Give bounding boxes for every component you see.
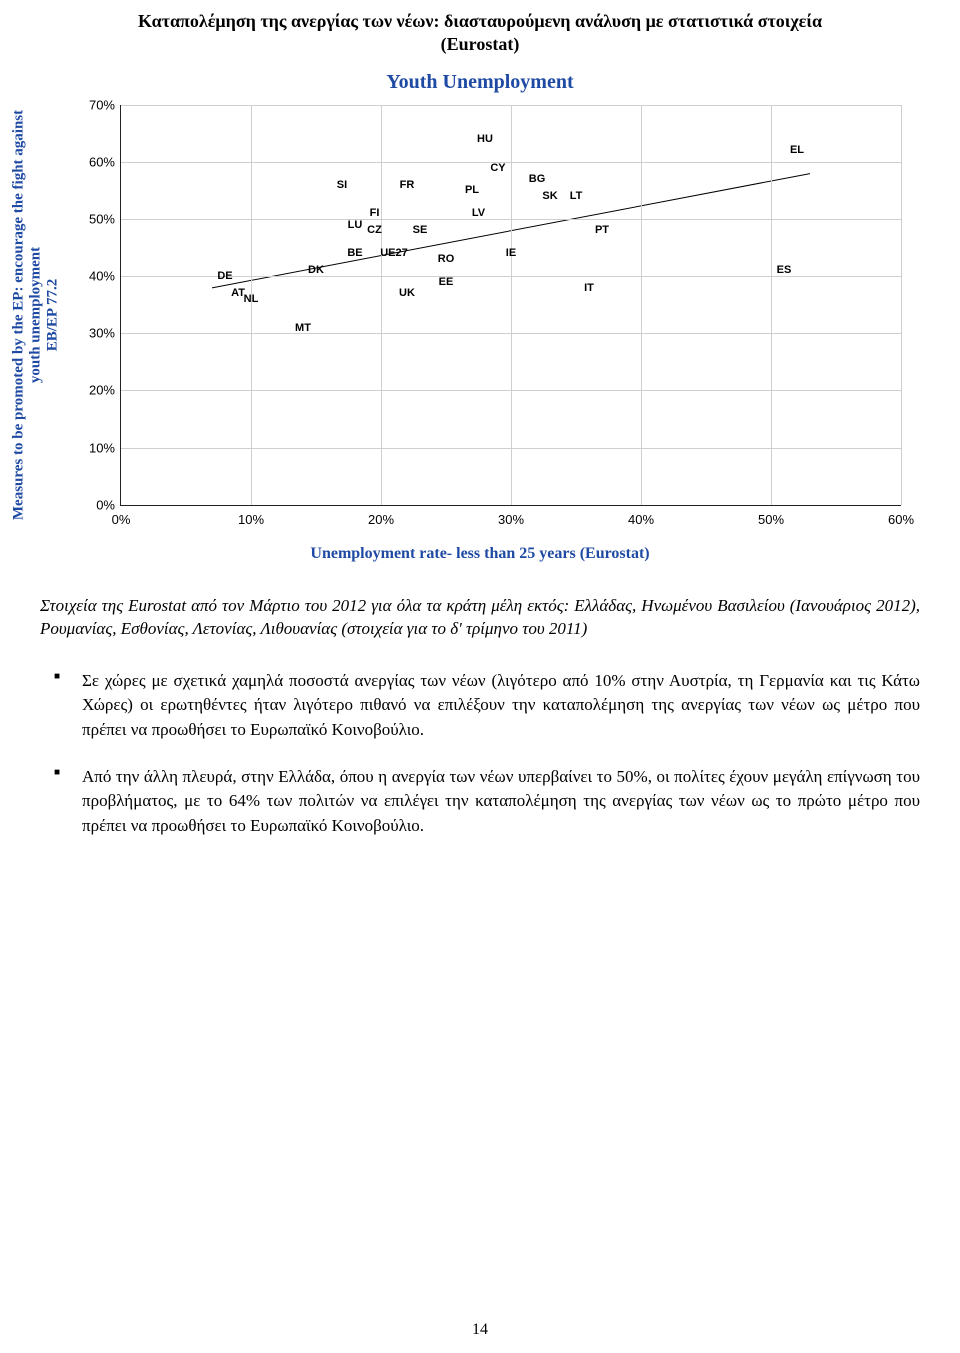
page-number: 14 [0,1321,960,1339]
x-tick-label: 0% [96,512,146,527]
y-tick-label: 0% [71,497,115,512]
bullet-item-1: Σε χώρες με σχετικά χαμηλά ποσοστά ανεργ… [40,669,920,743]
x-tick-label: 50% [746,512,796,527]
plot-area: 0%10%20%30%40%50%60%70%0%10%20%30%40%50%… [120,105,901,506]
gridline-v [901,105,902,505]
y-tick-label: 40% [71,269,115,284]
x-tick-label: 20% [356,512,406,527]
youth-unemployment-chart: Youth Unemployment Measures to be promot… [40,65,920,565]
title-line-2: (Eurostat) [441,34,520,54]
title-line-1: Καταπολέμηση της ανεργίας των νέων: διασ… [138,11,822,31]
chart-source-note: Στοιχεία της Eurostat από τον Μάρτιο του… [40,595,920,641]
x-tick-label: 10% [226,512,276,527]
bullet-item-2: Από την άλλη πλευρά, στην Ελλάδα, όπου η… [40,765,920,839]
page-title: Καταπολέμηση της ανεργίας των νέων: διασ… [50,10,910,57]
gridline-v [641,105,642,505]
page: Καταπολέμηση της ανεργίας των νέων: διασ… [0,0,960,1353]
gridline-v [771,105,772,505]
bullet-list: Σε χώρες με σχετικά χαμηλά ποσοστά ανεργ… [40,669,920,839]
y-tick-label: 20% [71,383,115,398]
x-tick-label: 60% [876,512,926,527]
y-tick-label: 60% [71,154,115,169]
y-axis-label-line-2: youth unemployment [28,247,44,383]
gridline-v [251,105,252,505]
y-axis-label: Measures to be promoted by the EP: encou… [11,105,62,525]
x-axis-label: Unemployment rate- less than 25 years (E… [40,545,920,563]
gridline-v [381,105,382,505]
y-tick-label: 30% [71,326,115,341]
x-tick-label: 40% [616,512,666,527]
chart-title: Youth Unemployment [40,71,920,94]
y-axis-label-line-3: EB/EP 77.2 [45,279,61,352]
y-tick-label: 10% [71,440,115,455]
gridline-v [511,105,512,505]
y-tick-label: 50% [71,212,115,227]
x-tick-label: 30% [486,512,536,527]
y-axis-label-line-1: Measures to be promoted by the EP: encou… [11,110,27,520]
y-tick-label: 70% [71,97,115,112]
